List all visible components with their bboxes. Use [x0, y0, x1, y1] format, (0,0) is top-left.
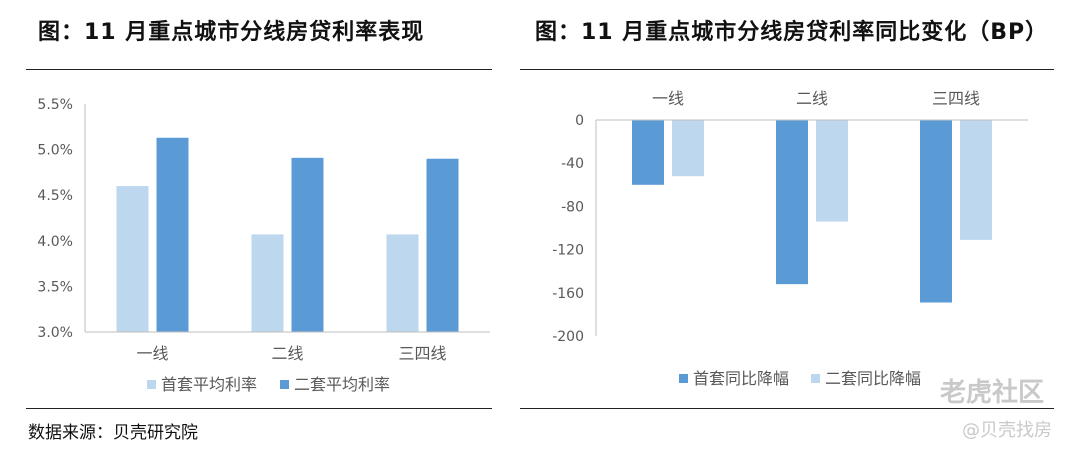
- right-bar-2-2: [816, 120, 848, 222]
- watermark-brand: 老虎社区: [940, 378, 1045, 408]
- right-bar-1-2: [776, 120, 808, 285]
- right-bar-2-1: [672, 120, 704, 177]
- left-bar-1-1: [116, 186, 149, 332]
- left-category-label: 一线: [136, 344, 168, 363]
- right-legend: 首套同比降幅 二套同比降幅: [679, 369, 921, 388]
- left-title-divider: [26, 69, 492, 70]
- right-title-divider: [520, 69, 1054, 70]
- right-category-label: 三四线: [932, 89, 980, 108]
- left-bar-2-1: [156, 137, 189, 332]
- left-y-tick-label: 5.0%: [37, 143, 73, 159]
- right-bar-2-3: [960, 120, 992, 240]
- right-bar-1-1: [632, 120, 664, 185]
- right-y-tick-label: 0: [575, 113, 584, 129]
- right-y-tick-label: -40: [561, 156, 584, 172]
- legend-swatch-second-home-rate: [280, 380, 289, 389]
- legend-second-home-rate: 二套平均利率: [294, 375, 390, 394]
- left-legend: 首套平均利率 二套平均利率: [147, 375, 390, 394]
- data-source-note: 数据来源：贝壳研究院: [28, 423, 198, 443]
- left-category-label: 三四线: [398, 344, 446, 363]
- legend-first-home-rate: 首套平均利率: [161, 375, 257, 394]
- right-yoy-change-chart: 0 -40 -80 -120 -160 -200 一线 二线 三四线 首套同比降幅 二套同比降…: [552, 89, 1028, 388]
- watermark-handle: @贝壳找房: [962, 420, 1052, 441]
- left-y-tick-label: 3.5%: [37, 279, 73, 295]
- left-bar-2-3: [426, 158, 459, 332]
- legend-swatch-first-home-yoy: [679, 374, 688, 383]
- legend-second-home-yoy: 二套同比降幅: [825, 369, 921, 388]
- left-bottom-divider: [26, 408, 492, 409]
- right-category-label: 二线: [796, 89, 828, 108]
- right-category-label: 一线: [652, 89, 684, 108]
- left-category-label: 二线: [271, 344, 303, 363]
- right-y-tick-label: -80: [561, 199, 584, 215]
- left-y-tick-label: 5.5%: [37, 97, 73, 113]
- right-y-tick-label: -120: [552, 243, 584, 259]
- left-y-tick-label: 3.0%: [37, 325, 73, 341]
- right-bar-1-3: [920, 120, 952, 303]
- left-chart-title: 图：11 月重点城市分线房贷利率表现: [38, 20, 425, 45]
- right-y-tick-label: -160: [552, 286, 584, 302]
- legend-swatch-first-home-rate: [147, 380, 156, 389]
- left-bar-1-2: [251, 234, 284, 332]
- legend-first-home-yoy: 首套同比降幅: [693, 369, 789, 388]
- left-y-tick-label: 4.0%: [37, 234, 73, 250]
- left-bar-1-3: [386, 234, 419, 332]
- left-rate-chart: 3.0% 3.5% 4.0% 4.5% 5.0% 5.5% 一线 二线 三四线 首套平均利率 …: [37, 97, 490, 394]
- right-bottom-divider: [520, 408, 1054, 409]
- right-chart-title: 图：11 月重点城市分线房贷利率同比变化（BP）: [535, 20, 1049, 45]
- right-y-tick-label: -200: [552, 329, 584, 345]
- legend-swatch-second-home-yoy: [811, 374, 820, 383]
- left-y-tick-label: 4.5%: [37, 188, 73, 204]
- left-bar-2-2: [291, 157, 324, 332]
